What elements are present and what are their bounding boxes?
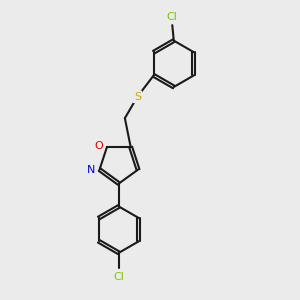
- Text: S: S: [134, 92, 141, 102]
- Text: Cl: Cl: [167, 12, 178, 22]
- Text: N: N: [87, 165, 95, 175]
- Text: Cl: Cl: [113, 272, 124, 282]
- Text: O: O: [94, 140, 103, 151]
